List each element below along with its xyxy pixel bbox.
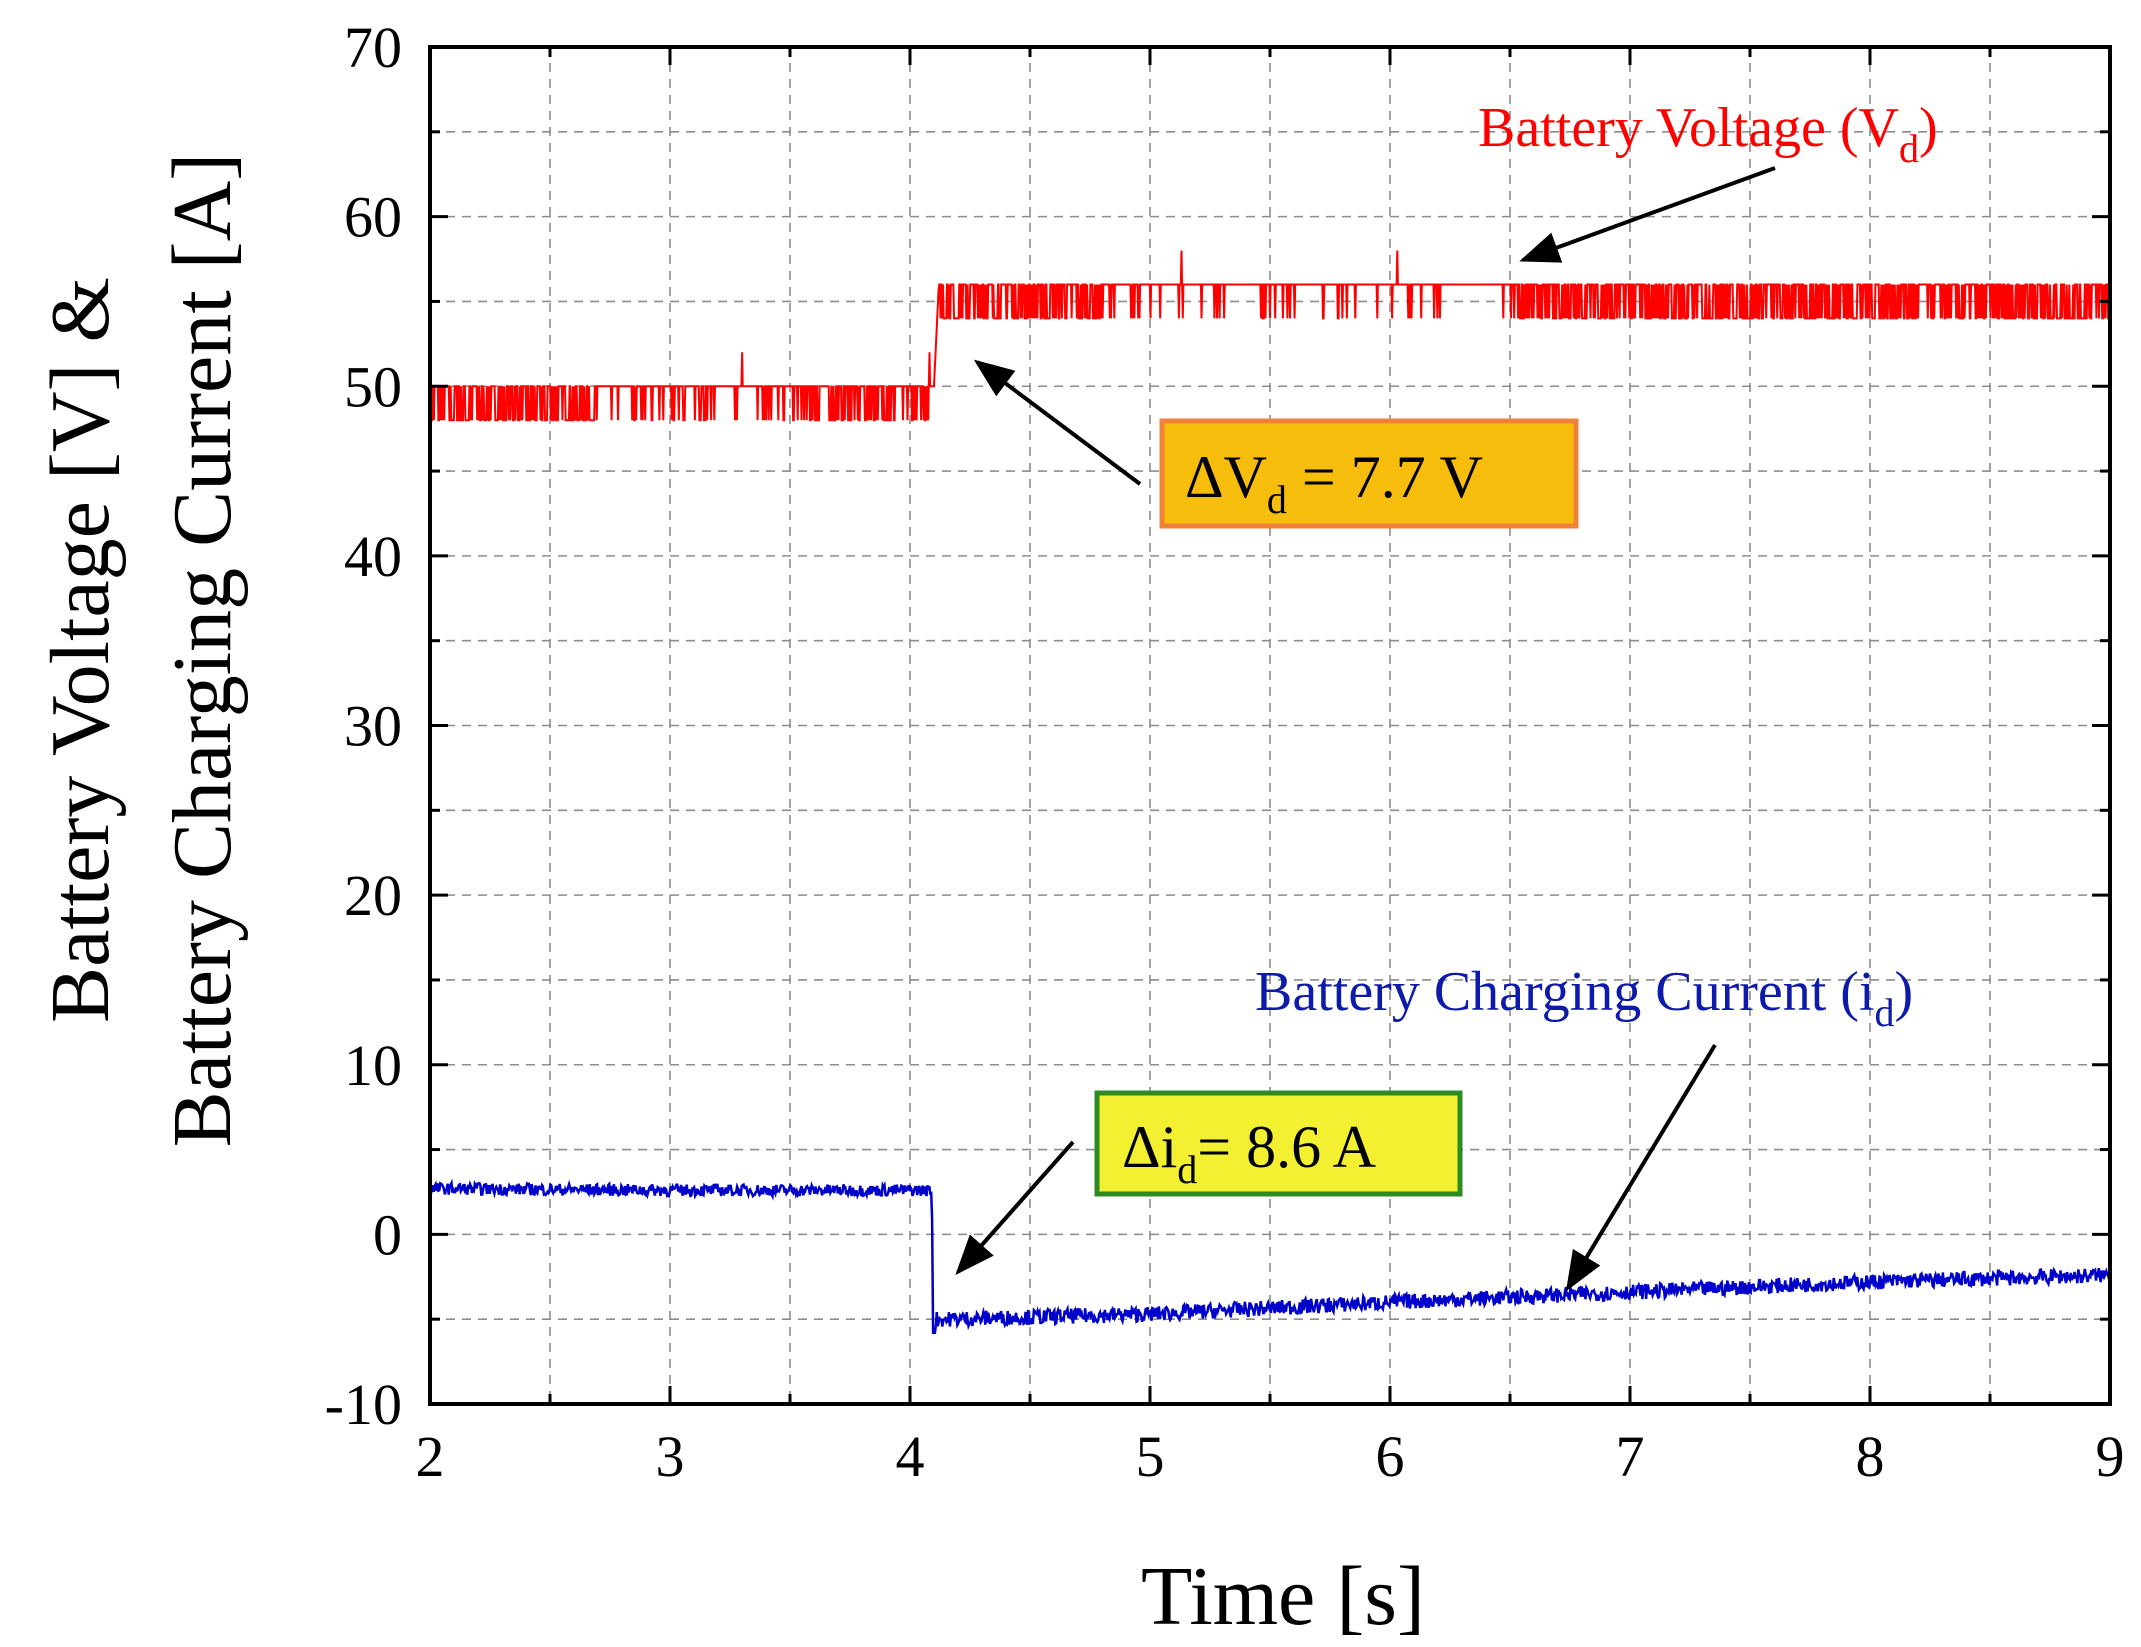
delta-i-box — [1094, 1090, 1463, 1197]
delta-i-text: Δid= 8.6 A — [1122, 1114, 1376, 1192]
x-tick-label: 4 — [896, 1424, 925, 1489]
current-label-end: ) — [1895, 961, 1914, 1023]
current-series-line — [428, 1178, 2112, 1335]
x-tick-label: 6 — [1376, 1424, 1405, 1489]
x-tick-label: 2 — [416, 1424, 445, 1489]
x-tick-label: 7 — [1616, 1424, 1645, 1489]
x-axis-title: Time [s] — [1141, 1550, 1425, 1643]
voltage-series-label: Battery Voltage (Vd) — [1478, 97, 1938, 171]
x-tick-label: 9 — [2096, 1424, 2125, 1489]
voltage-label-end: ) — [1919, 97, 1938, 159]
current-label-arrow — [1565, 1043, 1717, 1292]
y-tick-label: 30 — [344, 694, 402, 759]
delta-v-value: = 7.7 V — [1287, 444, 1483, 510]
y-tick-label: 20 — [344, 863, 402, 928]
current-series-label: Battery Charging Current (id) — [1255, 961, 1913, 1035]
delta-i-sub: d — [1177, 1147, 1197, 1192]
y-tick-label: 40 — [344, 524, 402, 589]
voltage-label-sub: d — [1899, 126, 1919, 171]
y-tick-label: 10 — [344, 1033, 402, 1098]
voltage-label-main: Battery Voltage (V — [1478, 97, 1899, 159]
tick-layer — [428, 45, 2112, 1406]
delta-v-prefix: ΔV — [1185, 444, 1267, 510]
delta-v-box — [1159, 418, 1579, 529]
series-layer — [428, 250, 2112, 1335]
delta-i-value: = 8.6 A — [1197, 1114, 1376, 1180]
x-tick-label: 3 — [656, 1424, 685, 1489]
label-layer: 2 3 4 5 6 7 8 9 -10 0 10 20 30 40 50 60 70 — [325, 15, 2125, 1489]
y-tick-label: 60 — [344, 185, 402, 250]
delta-v-arrow — [973, 359, 1142, 486]
y-axis-title-line2: Battery Charging Current [A] — [156, 153, 249, 1148]
x-tick-label: 5 — [1136, 1424, 1165, 1489]
y-tick-label: 50 — [344, 354, 402, 419]
y-tick-label: 0 — [373, 1202, 402, 1267]
y-axis-title-line1: Battery Voltage [V] & — [34, 277, 127, 1023]
y-tick-label: 70 — [344, 15, 402, 80]
delta-i-arrow — [955, 1140, 1075, 1275]
voltage-series-line — [429, 250, 2111, 422]
delta-v-sub: d — [1267, 477, 1287, 522]
y-tick-label: -10 — [325, 1372, 402, 1437]
voltage-label-arrow — [1519, 166, 1776, 263]
delta-i-prefix: Δi — [1122, 1114, 1177, 1180]
x-tick-label: 8 — [1856, 1424, 1885, 1489]
current-label-sub: d — [1875, 990, 1895, 1035]
delta-v-text: ΔVd = 7.7 V — [1185, 444, 1483, 522]
current-label-main: Battery Charging Current (i — [1255, 961, 1875, 1023]
grid-layer — [430, 47, 2110, 1404]
